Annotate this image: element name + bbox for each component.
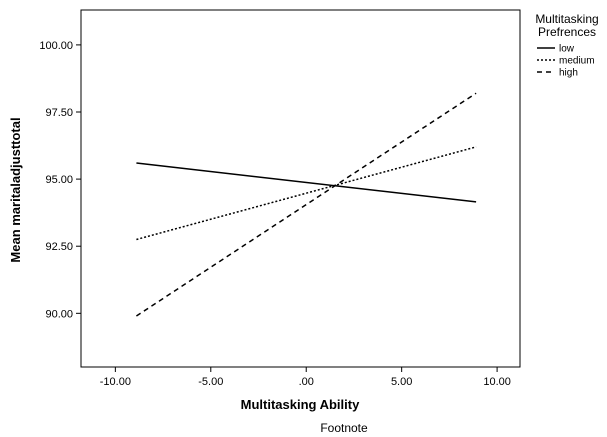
y-tick-label: 90.00 bbox=[45, 308, 73, 320]
y-tick-label: 95.00 bbox=[45, 174, 73, 186]
series-layer bbox=[135, 92, 477, 317]
y-tick-label: 100.00 bbox=[39, 40, 73, 52]
y-tick-label: 97.50 bbox=[45, 107, 73, 119]
x-axis: -10.00 -5.00 .00 5.00 10.00 bbox=[100, 367, 511, 388]
legend-label-high: high bbox=[559, 68, 578, 79]
x-tick-label: 5.00 bbox=[391, 376, 412, 388]
y-tick-label: 92.50 bbox=[45, 241, 73, 253]
x-tick-label: -5.00 bbox=[198, 376, 223, 388]
x-tick-label: 10.00 bbox=[483, 376, 511, 388]
x-tick-label: .00 bbox=[299, 376, 314, 388]
legend-title-line-2: Prefrences bbox=[538, 25, 596, 39]
y-axis: 90.00 92.50 95.00 97.50 100.00 bbox=[39, 40, 81, 320]
series-line-high bbox=[135, 92, 477, 317]
legend-title-line-1: Multitasking bbox=[535, 12, 598, 26]
plot-frame bbox=[80, 9, 521, 368]
series-line-medium bbox=[136, 146, 477, 241]
series-line-low bbox=[136, 162, 477, 203]
legend-label-low: low bbox=[559, 44, 575, 55]
footnote: Footnote bbox=[320, 421, 368, 435]
x-axis-title: Multitasking Ability bbox=[241, 397, 360, 412]
x-tick-label: -10.00 bbox=[100, 376, 131, 388]
y-axis-title: Mean maritaladjusttotal bbox=[8, 117, 23, 262]
legend-label-medium: medium bbox=[559, 56, 595, 67]
